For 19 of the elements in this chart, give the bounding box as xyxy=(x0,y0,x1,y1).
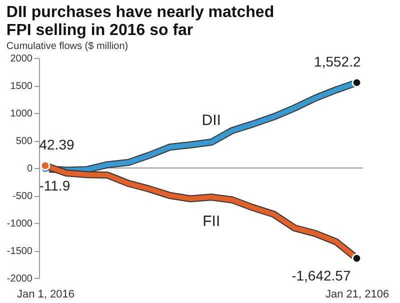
data-label: -11.9 xyxy=(39,178,70,194)
series-label: DII xyxy=(202,112,221,130)
y-tick-label: 1500 xyxy=(10,81,33,92)
y-tick-label: 1000 xyxy=(10,108,33,120)
data-label: 1,552.2 xyxy=(314,54,361,70)
y-tick-label: -1000 xyxy=(6,218,33,230)
data-label: -1,642.57 xyxy=(292,267,351,284)
y-tick-label: 500 xyxy=(16,136,33,147)
y-tick-label: -1500 xyxy=(6,246,33,257)
y-tick-label: -500 xyxy=(12,191,33,202)
y-tick-label: 0 xyxy=(26,164,33,174)
series-label: FII xyxy=(202,213,220,230)
x-tick-label: Jan 21, 2106 xyxy=(325,288,390,300)
x-tick-label: Jan 1, 2016 xyxy=(16,288,74,300)
data-label: 42.39 xyxy=(39,136,74,153)
y-tick-label: 2000 xyxy=(10,54,33,64)
chart-subtitle: Cumulative flows ($ million) xyxy=(6,41,128,52)
chart-title: DII purchases have nearly matched FPI selling in 2016 so far xyxy=(6,4,274,39)
y-tick-label: -2000 xyxy=(6,274,33,284)
